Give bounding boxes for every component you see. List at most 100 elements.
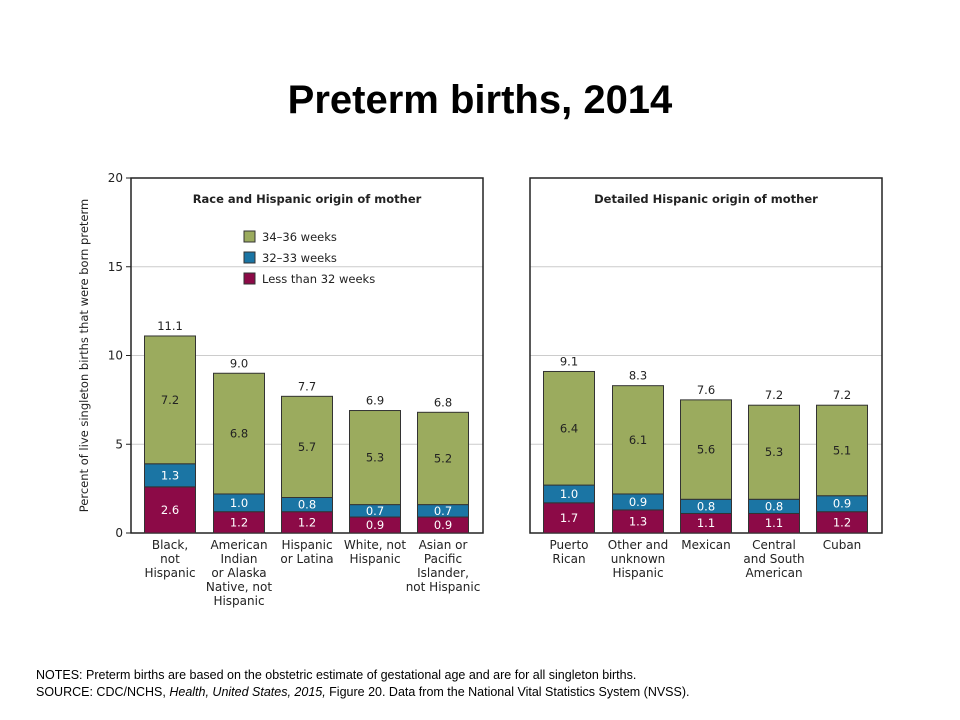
category-label: Islander, <box>417 566 469 580</box>
bar-segment <box>417 411 469 506</box>
bar-value-label: 1.3 <box>161 468 179 482</box>
bar-total-label: 7.7 <box>298 379 316 393</box>
category-label: Black, <box>152 538 188 552</box>
bar-total-label: 6.9 <box>366 394 384 408</box>
bar-value-label: 1.1 <box>765 516 783 530</box>
bar-segment <box>680 399 732 500</box>
bar-value-label: 7.2 <box>161 393 179 407</box>
category-label: Hispanic <box>281 538 332 552</box>
bar-total-label: 7.6 <box>697 383 715 397</box>
bar-value-label: 6.1 <box>629 433 647 447</box>
category-label: Pacific <box>424 552 462 566</box>
category-label: White, not <box>344 538 406 552</box>
bar-value-label: 2.6 <box>161 503 179 517</box>
source-publication: Health, United States, 2015, <box>169 685 326 699</box>
bar-value-label: 0.8 <box>298 498 316 512</box>
y-axis-label: Percent of live singleton births that we… <box>77 199 91 512</box>
category-label: Hispanic <box>349 552 400 566</box>
bar-value-label: 1.7 <box>560 511 578 525</box>
bar-value-label: 0.9 <box>434 518 452 532</box>
source-line: SOURCE: CDC/NCHS, Health, United States,… <box>36 684 936 701</box>
bar-value-label: 0.9 <box>833 497 851 511</box>
bar-value-label: 1.2 <box>833 515 851 529</box>
bar-segment <box>748 404 800 500</box>
bar-value-label: 0.9 <box>629 495 647 509</box>
bar-total-label: 9.0 <box>230 356 248 370</box>
bar-value-label: 1.3 <box>629 514 647 528</box>
category-label: not <box>160 552 180 566</box>
category-label: Indian <box>220 552 257 566</box>
bar-value-label: 5.2 <box>434 451 452 465</box>
legend-label: Less than 32 weeks <box>262 272 375 286</box>
category-label: Mexican <box>681 538 731 552</box>
category-label: Asian or <box>419 538 468 552</box>
bar-value-label: 1.0 <box>560 487 578 501</box>
bar-value-label: 1.0 <box>230 496 248 510</box>
bar-segment <box>349 410 401 506</box>
category-label: American <box>210 538 267 552</box>
bar-value-label: 5.7 <box>298 440 316 454</box>
bar-segment <box>144 335 196 465</box>
category-label: Puerto <box>550 538 589 552</box>
category-label: or Alaska <box>211 566 266 580</box>
source-figure: Figure 20. Data from the National Vital … <box>325 685 690 699</box>
bar-value-label: 6.8 <box>230 427 248 441</box>
slide-title: Preterm births, 2014 <box>287 78 673 122</box>
bar-total-label: 6.8 <box>434 395 452 409</box>
category-label: Native, not <box>206 580 272 594</box>
bar-value-label: 0.9 <box>366 518 384 532</box>
bar-total-label: 11.1 <box>157 319 183 333</box>
bar-value-label: 0.8 <box>697 499 715 513</box>
bar-total-label: 9.1 <box>560 354 578 368</box>
bar-value-label: 0.7 <box>366 504 384 518</box>
bar-value-label: 5.3 <box>366 451 384 465</box>
legend-label: 32–33 weeks <box>262 251 337 265</box>
category-label: not Hispanic <box>406 580 481 594</box>
bar-value-label: 0.7 <box>434 504 452 518</box>
category-label: Other and <box>608 538 668 552</box>
y-tick-label: 0 <box>115 526 123 540</box>
notes-line: NOTES: Preterm births are based on the o… <box>36 668 637 682</box>
bar-segment <box>543 502 595 534</box>
legend-label: 34–36 weeks <box>262 230 337 244</box>
bar-value-label: 1.2 <box>298 515 316 529</box>
category-label: Hispanic <box>213 594 264 608</box>
category-label: and South <box>743 552 804 566</box>
y-tick-label: 20 <box>108 171 123 185</box>
category-label: Rican <box>552 552 585 566</box>
source-prefix: SOURCE: CDC/NCHS, <box>36 685 170 699</box>
legend-swatch <box>243 251 256 264</box>
bar-value-label: 5.1 <box>833 443 851 457</box>
category-label: unknown <box>611 552 666 566</box>
bar-segment <box>543 370 595 486</box>
category-label: Hispanic <box>144 566 195 580</box>
category-label: Hispanic <box>612 566 663 580</box>
preterm-births-chart: 0 5 10 15 20 Percent of live singleton births… <box>77 171 883 608</box>
footnotes: NOTES: Preterm births are based on the o… <box>36 667 936 701</box>
bar-value-label: 6.4 <box>560 421 578 435</box>
bar-total-label: 7.2 <box>765 388 783 402</box>
bar-segment <box>144 486 196 534</box>
category-label: Central <box>752 538 796 552</box>
bar-value-label: 0.8 <box>765 499 783 513</box>
category-label: or Latina <box>280 552 333 566</box>
panel-title: Race and Hispanic origin of mother <box>193 192 422 206</box>
bar-value-label: 5.6 <box>697 443 715 457</box>
bar-value-label: 1.1 <box>697 516 715 530</box>
legend-swatch <box>243 272 256 285</box>
y-tick-label: 10 <box>108 349 123 363</box>
bar-segment <box>213 372 265 495</box>
bar-total-label: 7.2 <box>833 388 851 402</box>
panel-title: Detailed Hispanic origin of mother <box>594 192 818 206</box>
bar-value-label: 5.3 <box>765 445 783 459</box>
y-tick-label: 15 <box>108 260 123 274</box>
bar-total-label: 8.3 <box>629 369 647 383</box>
bar-segment <box>612 385 664 495</box>
bar-segment <box>281 395 333 499</box>
legend-swatch <box>243 230 256 243</box>
category-label: American <box>745 566 802 580</box>
y-tick-label: 5 <box>115 437 123 451</box>
bar-value-label: 1.2 <box>230 515 248 529</box>
category-label: Cuban <box>823 538 862 552</box>
bar-segment <box>816 404 868 497</box>
